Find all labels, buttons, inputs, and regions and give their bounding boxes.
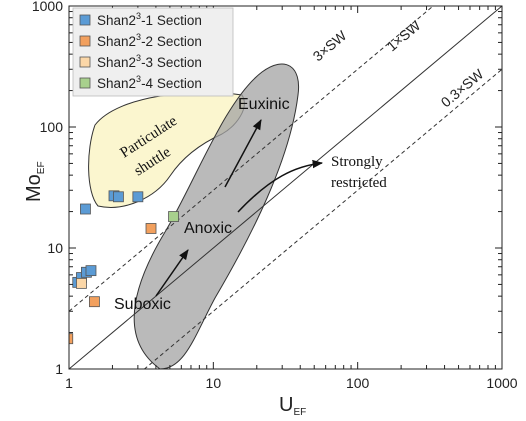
legend-label: Shan23-2 Section <box>97 32 202 49</box>
x-tick-label: 10 <box>206 375 222 391</box>
x-tick-label: 1 <box>65 375 73 391</box>
data-point <box>132 191 144 203</box>
legend-label: Shan23-1 Section <box>97 11 202 28</box>
data-point <box>69 333 74 345</box>
legend-box <box>72 7 234 97</box>
x-axis-title-main: U <box>279 394 293 416</box>
euxinic-label: Euxinic <box>238 96 290 113</box>
y-tick-label: 1000 <box>32 0 63 14</box>
y-axis-title-main: Mo <box>23 174 45 202</box>
y-tick-label: 100 <box>40 119 64 135</box>
legend-label: Shan23-3 Section <box>97 53 202 70</box>
suboxic-arrow <box>155 249 189 297</box>
plot-frame <box>68 5 503 370</box>
data-point <box>80 203 91 215</box>
data-point <box>89 296 100 308</box>
legend-label: Shan23-4 Section <box>97 74 202 91</box>
x-tick-label: 100 <box>346 375 370 391</box>
sw-line-3x <box>69 6 434 312</box>
restricted-arrow <box>237 159 324 213</box>
data-point <box>145 223 157 234</box>
sw-line-0-3x <box>143 68 502 369</box>
y-axis-title-sub: EF <box>36 161 47 174</box>
strongly-restricted-label-line2: restricted <box>331 175 387 191</box>
y-tick-label: 1 <box>55 361 63 377</box>
data-point <box>168 211 179 222</box>
x-axis-title-sub: EF <box>293 407 306 418</box>
legend-items: Shan23-1 Section Shan23-2 Section Shan23-3… <box>79 11 202 91</box>
anoxic-label: Anoxic <box>184 220 232 237</box>
legend-marker <box>79 56 91 68</box>
axis-ticks: 1 10 100 1000 1 10 100 1000 <box>32 0 518 391</box>
legend-marker <box>79 77 91 89</box>
euxinic-arrow <box>224 119 262 188</box>
strongly-restricted-label-line1: Strongly <box>331 154 383 170</box>
data-point <box>76 277 87 289</box>
data-point <box>85 265 97 277</box>
legend-marker <box>79 35 91 47</box>
sw-line-3x-label: 3×SW <box>310 27 350 65</box>
y-axis-title: MoEF <box>23 161 47 202</box>
x-axis-title: UEF <box>279 394 306 418</box>
plot-area <box>69 6 502 369</box>
sw-line-1x-label: 1×SW <box>384 17 424 55</box>
data-point <box>113 191 124 203</box>
legend-marker <box>79 14 91 26</box>
legend: Shan23-1 Section Shan23-2 Section Shan23-3… <box>72 7 234 97</box>
y-tick-label: 10 <box>47 240 63 256</box>
anoxic-trend-envelope <box>133 63 300 369</box>
sw-line-1x <box>69 6 502 369</box>
suboxic-label: Suboxic <box>114 296 171 313</box>
data-points <box>69 190 179 345</box>
x-tick-label: 1000 <box>486 375 517 391</box>
